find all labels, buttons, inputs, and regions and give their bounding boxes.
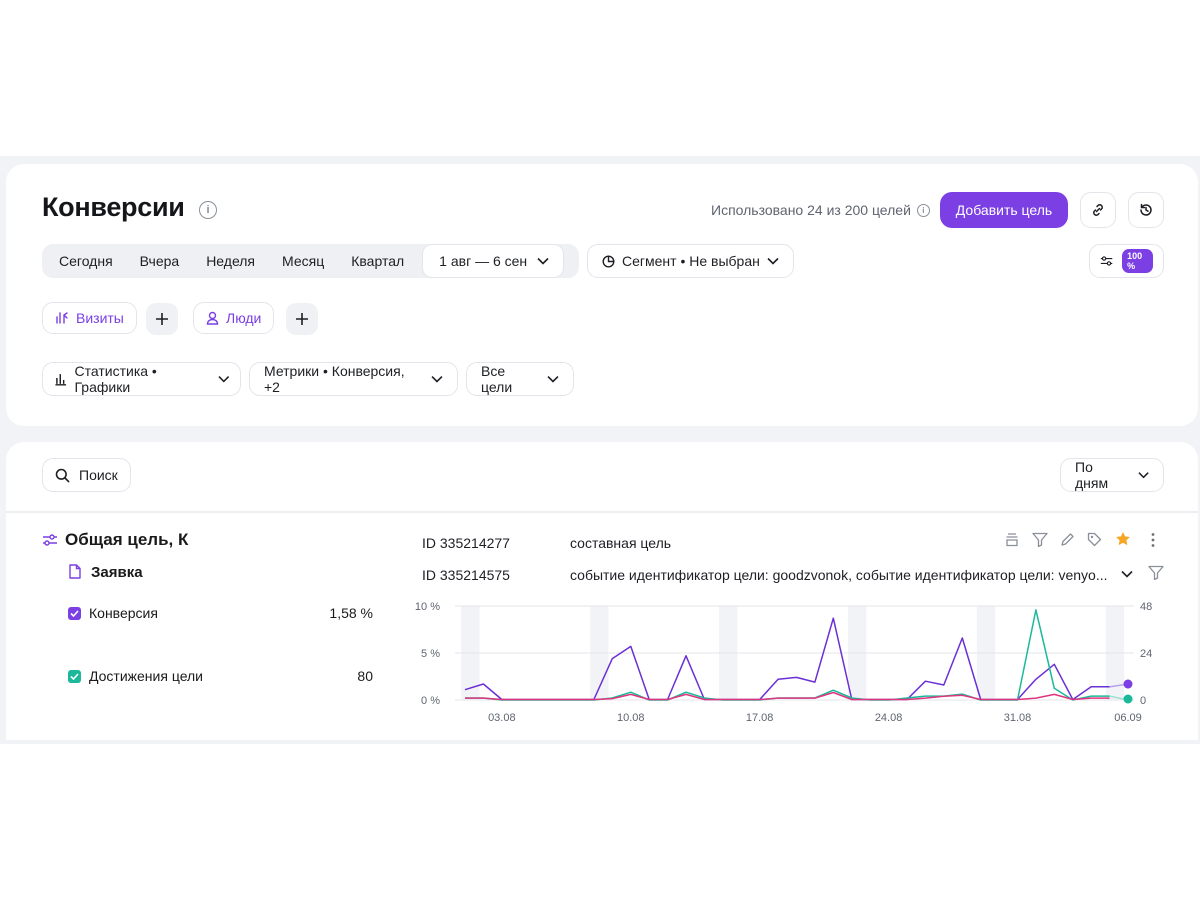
chevron-down-icon [431,375,443,383]
metric-conversion[interactable]: Конверсия [68,605,158,621]
tag-icon[interactable] [1087,532,1102,547]
search-label: Поиск [79,467,118,483]
divider [6,511,1198,513]
y-right-tick-label: 48 [1140,601,1152,613]
person-icon [206,311,219,325]
period-month[interactable]: Месяц [282,253,325,269]
goal-title[interactable]: Общая цель, К [65,530,189,549]
history-button[interactable] [1128,192,1164,228]
grouping-visits[interactable]: Визиты [42,302,137,334]
visits-icon [56,312,68,324]
plus-icon [296,313,308,325]
y-right-tick-label: 24 [1140,648,1152,660]
series-line-2 [465,691,1110,701]
period-today[interactable]: Сегодня [59,253,113,269]
metrics-label: Метрики • Конверсия, +2 [264,363,405,395]
series-line-1 [465,609,1110,701]
bar-chart-icon [55,374,67,386]
x-tick-label: 17.08 [746,712,774,724]
date-range-label: 1 авг — 6 сен [439,253,528,269]
report-type-selector[interactable]: Статистика • Графики [42,362,241,396]
metric-achievements[interactable]: Достижения цели [68,668,203,684]
goals-usage-text: Использовано 24 из 200 целей [711,202,911,218]
star-icon[interactable] [1115,531,1131,547]
detail-label: По дням [1075,459,1109,491]
segment-label: Сегмент • Не выбран [622,253,760,269]
more-icon[interactable] [1148,532,1158,548]
chevron-down-icon [547,375,559,383]
search-icon [55,468,70,482]
edit-icon[interactable] [1060,532,1075,547]
copy-link-button[interactable] [1080,192,1116,228]
sliders-icon [1100,256,1113,266]
chevron-down-icon [1138,472,1149,479]
sampling-badge: 100 % [1122,249,1153,273]
period-quarter[interactable]: Квартал [351,253,405,269]
goals-selector[interactable]: Все цели [466,362,574,396]
metric-achievements-label: Достижения цели [89,668,204,684]
period-selector: Сегодня Вчера Неделя Месяц Квартал 1 авг… [42,244,579,278]
checkbox-checked-icon[interactable] [68,606,81,620]
link-icon [1093,204,1103,216]
subgoal-title[interactable]: Заявка [91,564,143,581]
add-people-grouping-button[interactable] [286,303,318,335]
detail-selector[interactable]: По дням [1060,458,1164,492]
x-tick-label: 03.08 [488,712,516,724]
metrics-selector[interactable]: Метрики • Конверсия, +2 [249,362,458,396]
document-icon [69,564,81,579]
usage-info-icon[interactable]: i [916,203,930,217]
y-left-tick-label: 0 % [421,695,440,707]
history-icon [1140,203,1152,216]
chevron-down-icon [767,257,779,265]
series-line-0 [464,617,1110,701]
filter-icon[interactable] [1148,565,1164,580]
metric-achievements-value: 80 [357,668,373,684]
goal-id: ID 335214277 [422,535,510,551]
metric-conversion-value: 1,58 % [329,605,373,621]
grouping-visits-label: Визиты [76,310,124,326]
pie-chart-icon [602,255,615,267]
search-button[interactable]: Поиск [42,458,131,492]
period-yesterday[interactable]: Вчера [139,253,180,269]
period-week[interactable]: Неделя [206,253,256,269]
chevron-down-icon [537,257,549,265]
archive-icon[interactable] [1005,532,1019,547]
composite-goal-icon [43,534,57,546]
report-type-label: Статистика • Графики [74,363,157,395]
info-icon[interactable]: i [199,201,217,219]
x-tick-label: 31.08 [1004,712,1032,724]
sampling-button[interactable]: 100 % [1089,244,1164,278]
metric-conversion-label: Конверсия [89,605,158,621]
grouping-people[interactable]: Люди [193,302,275,334]
y-left-tick-label: 10 % [415,601,440,613]
subgoal-description: событие идентификатор цели: goodzvonok, … [570,567,1108,583]
chevron-down-icon[interactable] [1121,570,1133,578]
x-tick-label: 06.09 [1114,712,1142,724]
segment-selector[interactable]: Сегмент • Не выбран [587,244,794,278]
last-point-conversion [1123,679,1133,689]
add-visits-grouping-button[interactable] [146,303,178,335]
x-tick-label: 10.08 [617,712,645,724]
goals-selector-label: Все цели [481,363,513,395]
checkbox-checked-icon[interactable] [68,669,81,683]
conversion-chart[interactable]: 0 % 5 % 10 % 0 24 48 03.08 10.08 17.08 24.08 31.… [410,594,1170,730]
goal-description: составная цель [570,535,672,551]
last-point-achievements [1123,694,1133,704]
subgoal-id: ID 335214575 [422,567,510,583]
y-left-tick-label: 5 % [421,648,440,660]
grouping-people-label: Люди [226,310,262,326]
y-right-tick-label: 0 [1140,695,1146,707]
add-goal-button[interactable]: Добавить цель [940,192,1068,228]
x-tick-label: 24.08 [875,712,903,724]
plus-icon [156,313,168,325]
chevron-down-icon [218,376,230,383]
goals-usage: Использовано 24 из 200 целей i [711,202,930,218]
page-title: Конверсии [42,192,185,222]
filter-icon[interactable] [1032,532,1048,547]
date-range-picker[interactable]: 1 авг — 6 сен [422,244,565,278]
